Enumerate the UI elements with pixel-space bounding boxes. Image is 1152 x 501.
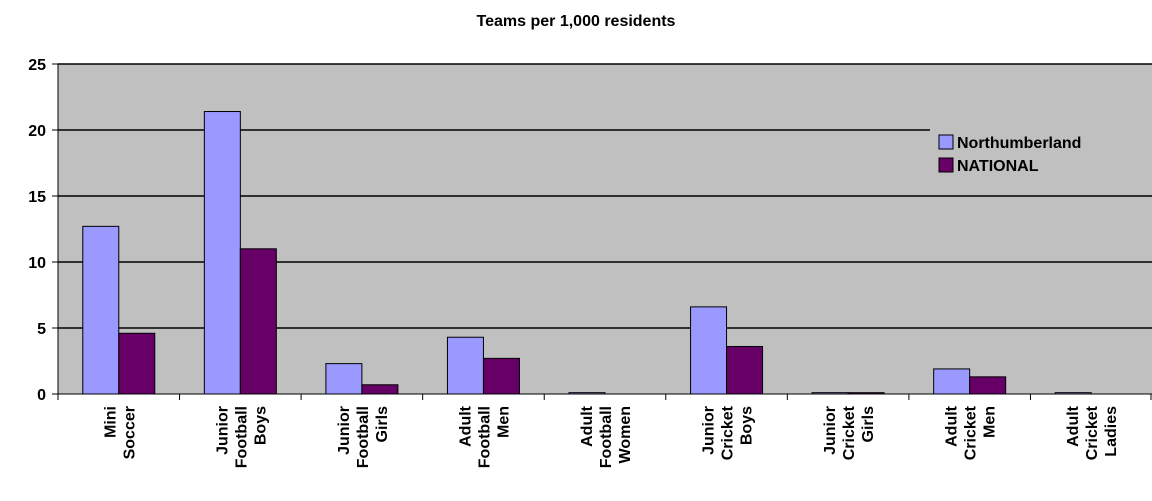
x-category-label-line: Adult: [457, 405, 474, 447]
x-category-label-line: Football: [476, 406, 493, 468]
bar-northumberland: [568, 392, 606, 395]
bar-northumberland: [811, 392, 849, 395]
x-category-label: Junior Football Girls: [336, 406, 391, 468]
x-category-label: Junior Football Boys: [214, 406, 269, 468]
x-category-label-line: Boys: [739, 406, 756, 445]
x-category-label: Adult Football Women: [579, 405, 634, 468]
x-category-label-line: Boys: [252, 406, 269, 445]
x-category-label-line: Adult: [1065, 405, 1082, 447]
y-tick-label: 25: [28, 57, 46, 74]
legend-box: [930, 126, 1152, 188]
bar-northumberland: [82, 225, 120, 395]
x-category-label: Junior Cricket Boys: [701, 405, 756, 460]
x-category-label-line: Junior: [822, 406, 839, 455]
x-category-label-line: Football: [598, 406, 615, 468]
x-category-label-line: Men: [495, 406, 512, 438]
bar-northumberland: [1054, 392, 1092, 395]
legend: Northumberland NATIONAL: [930, 126, 1152, 188]
x-category-label-line: Cricket: [720, 405, 737, 460]
legend-label: NATIONAL: [957, 158, 1039, 175]
x-category-label: Junior Cricket Girls: [822, 405, 877, 460]
bar-national: [969, 376, 1007, 395]
bar-northumberland: [446, 336, 484, 395]
x-category-label-line: Girls: [374, 406, 391, 443]
bar-northumberland: [690, 306, 728, 395]
x-category-label-line: Adult: [579, 405, 596, 447]
y-tick-label: 0: [37, 387, 46, 404]
x-category-label-line: Mini: [102, 406, 119, 438]
x-category-label: Adult Football Men: [457, 405, 512, 468]
x-category-label-line: Junior: [701, 406, 718, 455]
x-category-label: Adult Cricket Ladies: [1065, 405, 1120, 460]
x-category-label: Mini Soccer: [102, 406, 138, 459]
bar-national: [118, 332, 156, 395]
x-category-label-line: Junior: [214, 406, 231, 455]
y-tick-label: 15: [28, 189, 46, 206]
x-category-label-line: Women: [617, 406, 634, 463]
bar-northumberland: [203, 111, 241, 395]
legend-swatch-northumberland: [938, 134, 954, 150]
x-category-label-line: Adult: [944, 405, 961, 447]
legend-swatch-national: [938, 157, 954, 173]
x-category-label-line: Men: [982, 406, 999, 438]
x-category-label-line: Ladies: [1103, 406, 1120, 457]
x-category-label-line: Girls: [860, 406, 877, 443]
x-category-label-line: Junior: [336, 406, 353, 455]
y-tick-label: 10: [28, 255, 46, 272]
bar-northumberland: [933, 368, 971, 395]
legend-label: Northumberland: [957, 135, 1081, 152]
x-category-label-line: Football: [233, 406, 250, 468]
bar-national: [361, 384, 399, 395]
bar-national: [482, 357, 520, 395]
x-category-label-line: Cricket: [1084, 405, 1101, 460]
y-tick-label: 20: [28, 123, 46, 140]
x-category-label-line: Football: [355, 406, 372, 468]
bar-national: [726, 345, 764, 395]
bar-northumberland: [325, 363, 363, 395]
x-category-label-line: Cricket: [963, 405, 980, 460]
x-category-label-line: Cricket: [841, 405, 858, 460]
bar-national: [239, 248, 277, 395]
x-category-label-line: Soccer: [121, 406, 138, 459]
x-category-label: Adult Cricket Men: [944, 405, 999, 460]
bar-national: [847, 392, 885, 395]
chart-title: Teams per 1,000 residents: [477, 13, 676, 30]
y-tick-label: 5: [37, 321, 46, 338]
